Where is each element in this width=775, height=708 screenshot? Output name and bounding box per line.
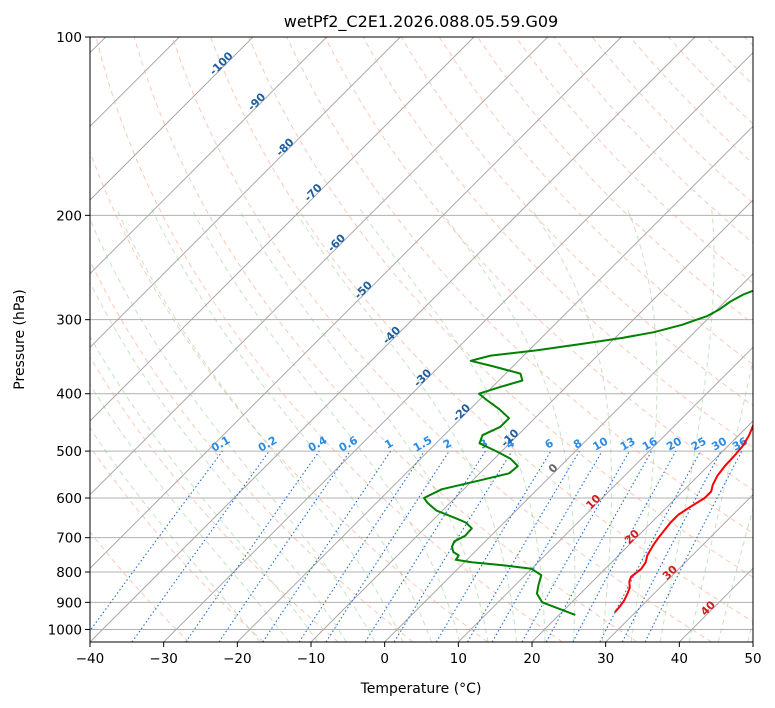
moist-adiabat [90, 427, 261, 642]
y-axis-label: Pressure (hPa) [12, 289, 28, 389]
dry-adiabat [90, 356, 339, 642]
y-tick-label: 100 [56, 30, 82, 46]
mixing-ratio-line [131, 450, 270, 642]
moist-adiabat [293, 208, 517, 642]
moist-adiabat [717, 506, 753, 642]
isotherm-line [90, 37, 696, 642]
moist-adiabat [531, 208, 612, 642]
mixing-ratio-line [325, 450, 450, 642]
isotherm-line [90, 37, 328, 275]
isotherm-line [90, 37, 549, 496]
dry-adiabat [90, 445, 264, 642]
moist-adiabat [438, 208, 576, 642]
isotherm-line [90, 37, 254, 201]
mixing-ratio-line [90, 450, 223, 632]
x-tick-label: −10 [297, 651, 326, 667]
y-tick-label: 500 [56, 444, 82, 460]
y-tick-label: 800 [56, 565, 82, 581]
x-tick-label: 10 [450, 651, 467, 667]
dewpoint-profile [423, 289, 753, 616]
isotherm-line [90, 37, 475, 422]
x-tick-label: 40 [671, 651, 688, 667]
dry-adiabat [286, 37, 753, 534]
y-tick-label: 300 [56, 313, 82, 329]
mixing-ratio-line [545, 450, 653, 642]
moist-adiabat [659, 208, 715, 642]
moist-adiabat [90, 281, 347, 642]
dry-adiabat [90, 259, 414, 642]
chart-title: wetPf2_C2E1.2026.088.05.59.G09 [284, 12, 558, 32]
dry-adiabat [133, 37, 638, 642]
y-tick-label: 600 [56, 491, 82, 507]
mixing-ratio-line [521, 450, 630, 642]
x-axis-label: Temperature (°C) [360, 681, 482, 697]
isotherm-line [605, 493, 753, 642]
isotherm-line [752, 641, 753, 642]
mixing-ratio-line [572, 450, 677, 642]
mixing-ratio-line [644, 450, 743, 642]
moist-adiabat [90, 383, 290, 642]
dry-adiabat [90, 150, 488, 642]
y-tick-label: 1000 [48, 622, 82, 638]
isotherm-line [531, 420, 753, 642]
dry-adiabat [248, 37, 753, 578]
dry-adiabat [171, 37, 712, 642]
dry-adiabat [95, 37, 563, 642]
mixing-ratio-line [185, 450, 320, 642]
isotherm-line [236, 125, 753, 642]
plot-area [90, 37, 753, 642]
x-tick-label: 20 [523, 651, 540, 667]
y-tick-label: 200 [56, 208, 82, 224]
dry-adiabat [90, 531, 190, 642]
profiles [423, 289, 753, 616]
isotherm-line [163, 51, 753, 642]
moist-adiabat [191, 208, 461, 642]
mixing-ratio-line [262, 450, 392, 642]
mixing-ratio-line [298, 450, 425, 642]
y-tick-label: 700 [56, 531, 82, 547]
moist-adiabat [688, 358, 753, 642]
moist-adiabat [359, 208, 546, 642]
x-axis: −40 −30 −20 −10 0 10 20 30 40 50 [76, 642, 762, 667]
y-tick-label: 900 [56, 595, 82, 611]
moist-adiabat [626, 208, 658, 642]
dry-adiabat [210, 37, 753, 623]
mixing-ratio-line [218, 450, 351, 642]
temperature-profile [614, 423, 753, 613]
dry-adiabat [515, 37, 753, 284]
moist-adiabat [151, 208, 432, 642]
y-axis: 100 200 300 400 500 600 700 800 900 1000 [48, 30, 90, 638]
y-tick-label: 400 [56, 387, 82, 403]
x-tick-label: 30 [597, 651, 614, 667]
x-tick-label: 50 [744, 651, 761, 667]
dry-adiabat [400, 37, 753, 407]
dry-adiabat [438, 37, 753, 366]
isotherm-line [384, 272, 753, 642]
moist-adiabat [237, 208, 489, 642]
moist-adiabat [90, 335, 319, 642]
isotherm-line [457, 346, 753, 642]
background-lines [90, 37, 753, 642]
x-tick-label: 0 [380, 651, 389, 667]
x-tick-label: −30 [149, 651, 178, 667]
plot-frame [89, 36, 754, 643]
isotherm-line [90, 37, 401, 349]
x-tick-label: −40 [76, 651, 105, 667]
mixing-ratio-line [393, 450, 513, 642]
x-tick-label: −20 [223, 651, 252, 667]
isotherm-line [90, 37, 622, 570]
